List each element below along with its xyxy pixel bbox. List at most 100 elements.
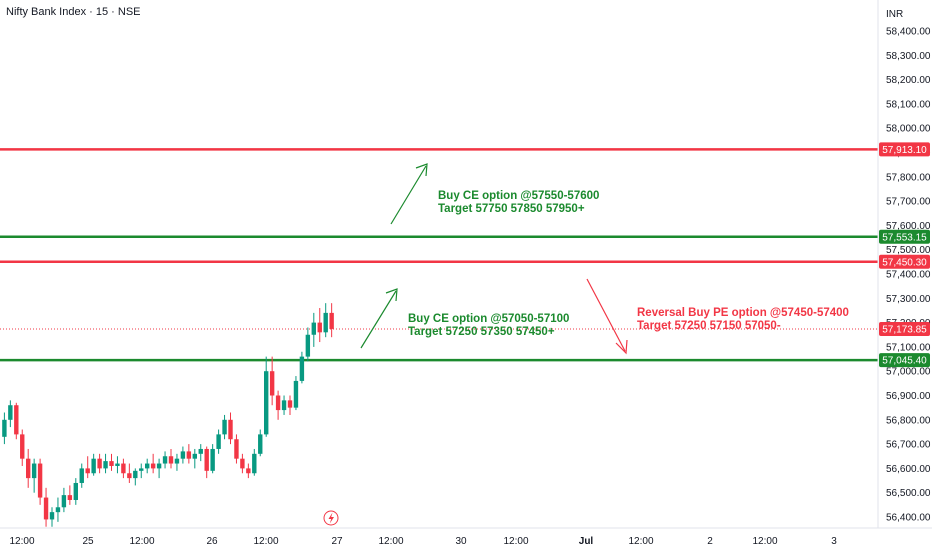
candle-body [198, 448, 203, 454]
level-price-tag [879, 353, 930, 368]
candle-body [103, 461, 108, 469]
candlestick-series [2, 303, 334, 527]
candle-body [323, 312, 328, 333]
time-tick-label: 3 [831, 536, 837, 547]
candle-body [121, 463, 126, 474]
candle-body [139, 468, 144, 471]
price-labels: 57,913.10 57,553.15 57,450.30 57,045.40 57,1… [879, 142, 930, 368]
candle-body [192, 453, 197, 459]
annotation-1[interactable]: Buy CE option @57550-57600 Target 57750 … [390, 163, 599, 225]
level-price-tag [879, 229, 930, 244]
annotation-3[interactable]: Reversal Buy PE option @57450-57400 Targ… [586, 278, 849, 355]
price-tick-label: 56,900.00 [886, 391, 931, 402]
time-tick-label: 12:00 [503, 536, 528, 547]
annotation-3-line1: Reversal Buy PE option @57450-57400 [637, 307, 849, 319]
arrow-down-head [615, 339, 628, 355]
time-tick-label: 2 [707, 536, 713, 547]
candle-body [299, 356, 305, 381]
current-price-label: 57,173.85 [882, 324, 927, 335]
level-price-label: 57,045.40 [882, 356, 927, 367]
horizontal-levels[interactable] [0, 148, 878, 362]
level-price-tag [879, 142, 930, 157]
candle-body [216, 434, 221, 449]
annotation-2-line2: Target 57250 57350 57450+ [408, 326, 555, 338]
candle-body [109, 461, 114, 466]
level-price-tag [879, 254, 930, 269]
candle-body [264, 371, 269, 435]
price-tick-label: 58,100.00 [886, 99, 931, 110]
candle-body [204, 448, 209, 471]
time-tick-label: 12:00 [9, 536, 34, 547]
candle-body [97, 458, 102, 469]
price-tick-label: 57,600.00 [886, 221, 931, 232]
candle-body [55, 507, 61, 513]
time-tick-label: 26 [206, 536, 218, 547]
candle-body [61, 495, 67, 508]
candle-body [150, 463, 156, 469]
annotation-1-line2: Target 57750 57850 57950+ [438, 203, 585, 215]
price-tick-label: 57,000.00 [886, 367, 931, 378]
price-tick-label: 57,800.00 [886, 172, 931, 183]
candle-body [2, 419, 7, 437]
candle-body [228, 419, 233, 440]
lightning-icon[interactable] [323, 510, 339, 526]
price-tick-label: 57,100.00 [886, 342, 931, 353]
annotation-2-line1: Buy CE option @57050-57100 [408, 313, 569, 325]
candle-body [20, 434, 25, 459]
level-price-label: 57,913.10 [882, 145, 927, 156]
annotation-2[interactable]: Buy CE option @57050-57100 Target 57250 … [360, 288, 569, 349]
candle-body [43, 497, 49, 520]
candle-body [222, 419, 227, 435]
candle-body [14, 405, 19, 435]
level-price-label: 57,553.15 [882, 232, 927, 243]
price-tick-label: 57,400.00 [886, 270, 931, 281]
candle-body [133, 470, 138, 479]
candle-body [91, 458, 96, 474]
candle-body [8, 405, 13, 420]
annotation-1-line1: Buy CE option @57550-57600 [438, 190, 599, 202]
candle-body [180, 451, 186, 459]
candle-body [49, 512, 55, 520]
candle-body [305, 334, 311, 357]
candle-body [258, 434, 263, 454]
candle-body [293, 380, 299, 408]
candle-body [275, 395, 281, 411]
price-tick-label: 56,600.00 [886, 464, 931, 475]
time-tick-label: 12:00 [628, 536, 653, 547]
price-tick-label: 56,500.00 [886, 488, 931, 499]
price-tick-label: 58,000.00 [886, 124, 931, 135]
time-tick-label: 12:00 [752, 536, 777, 547]
candle-body [246, 468, 251, 474]
candle-body [26, 458, 31, 479]
candle-body [168, 456, 174, 464]
candle-body [240, 458, 245, 469]
candle-body [287, 400, 293, 408]
price-tick-label: 57,700.00 [886, 197, 931, 208]
candle-body [281, 400, 287, 411]
candle-body [174, 458, 180, 464]
candle-body [79, 468, 84, 483]
candle-body [162, 456, 168, 464]
candle-body [210, 448, 215, 471]
candle-body [31, 463, 37, 479]
arrow-up-head [385, 288, 398, 302]
candle-body [329, 312, 334, 329]
price-tick-label: 57,500.00 [886, 245, 931, 256]
time-axis[interactable]: 12:00 25 12:00 26 12:00 27 12:00 30 12:00 Jul 12:0… [9, 536, 837, 547]
candle-body [311, 322, 316, 335]
candle-body [37, 463, 43, 498]
annotation-3-line2: Target 57250 57150 57050- [637, 320, 781, 332]
price-tick-label: 56,400.00 [886, 513, 931, 524]
price-axis[interactable]: 56,400.00 56,500.00 56,600.00 56,700.00 56,8… [886, 27, 931, 524]
candle-body [115, 463, 120, 466]
price-tick-label: 58,400.00 [886, 27, 931, 38]
time-tick-label: 27 [331, 536, 343, 547]
time-tick-label: 25 [82, 536, 94, 547]
candle-body [234, 439, 239, 459]
time-tick-label: 12:00 [253, 536, 278, 547]
price-tick-label: 56,800.00 [886, 415, 931, 426]
arrow-up-head [415, 163, 428, 177]
candle-body [252, 453, 257, 474]
candle-body [317, 322, 322, 333]
